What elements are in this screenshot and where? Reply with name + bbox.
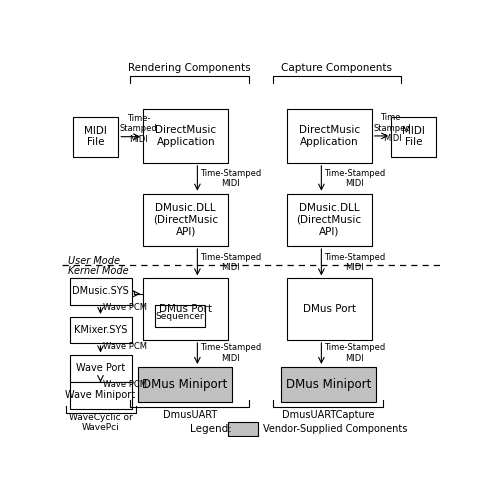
Text: Time-Stamped
MIDI: Time-Stamped MIDI	[324, 252, 385, 272]
Bar	[70, 278, 131, 304]
Bar	[74, 117, 119, 157]
Text: Rendering Components: Rendering Components	[128, 63, 251, 73]
Text: WaveCyclic or
WavePci: WaveCyclic or WavePci	[69, 412, 132, 432]
Text: Time-Stamped
MIDI: Time-Stamped MIDI	[200, 343, 261, 363]
Bar	[138, 367, 232, 402]
Text: DMus Port: DMus Port	[303, 304, 356, 314]
Bar	[143, 278, 228, 340]
Bar	[391, 117, 436, 157]
Text: DmusUART: DmusUART	[163, 409, 217, 420]
Bar	[70, 355, 131, 382]
Text: Time-
Stamped
MIDI: Time- Stamped MIDI	[373, 113, 411, 143]
Text: DMusic.DLL
(DirectMusic
API): DMusic.DLL (DirectMusic API)	[153, 203, 218, 237]
Text: Capture Components: Capture Components	[282, 63, 392, 73]
Text: DMus Port: DMus Port	[159, 304, 212, 314]
Bar	[70, 317, 131, 343]
Text: Time-
Stamped
MIDI: Time- Stamped MIDI	[120, 114, 158, 144]
Text: Time-Stamped
MIDI: Time-Stamped MIDI	[200, 252, 261, 272]
Text: DMusic.SYS: DMusic.SYS	[72, 286, 129, 297]
Bar	[143, 109, 228, 163]
Bar	[143, 193, 228, 246]
Text: MIDI
File: MIDI File	[84, 126, 107, 147]
Text: KMixer.SYS: KMixer.SYS	[74, 325, 127, 335]
Text: Kernel Mode: Kernel Mode	[68, 267, 128, 276]
Bar	[281, 367, 375, 402]
Text: Wave Port: Wave Port	[76, 363, 125, 374]
Text: Wave PCM: Wave PCM	[103, 380, 147, 389]
Text: DMus Miniport: DMus Miniport	[286, 378, 371, 391]
Bar	[287, 193, 372, 246]
Text: DMusic.DLL
(DirectMusic
API): DMusic.DLL (DirectMusic API)	[296, 203, 362, 237]
Bar	[228, 422, 258, 436]
Text: Time-Stamped
MIDI: Time-Stamped MIDI	[324, 168, 385, 188]
Text: Vendor-Supplied Components: Vendor-Supplied Components	[263, 424, 408, 435]
Text: User Mode: User Mode	[68, 256, 120, 266]
Text: Time-Stamped
MIDI: Time-Stamped MIDI	[324, 343, 385, 363]
Bar	[70, 382, 131, 409]
Text: Wave PCM: Wave PCM	[103, 342, 147, 351]
Text: Time-Stamped
MIDI: Time-Stamped MIDI	[200, 168, 261, 188]
Bar	[155, 305, 205, 327]
Bar	[287, 109, 372, 163]
Text: DMus Miniport: DMus Miniport	[142, 378, 228, 391]
Text: DirectMusic
Application: DirectMusic Application	[155, 125, 216, 147]
Text: Legend:: Legend:	[190, 424, 232, 434]
Text: DirectMusic
Application: DirectMusic Application	[298, 125, 360, 147]
Text: DmusUARTCapture: DmusUARTCapture	[282, 409, 374, 420]
Text: Wave PCM: Wave PCM	[103, 303, 147, 312]
Text: Sequencer: Sequencer	[156, 312, 204, 321]
Text: MIDI
File: MIDI File	[402, 126, 425, 147]
Text: Wave Miniport: Wave Miniport	[65, 390, 135, 400]
Bar	[287, 278, 372, 340]
